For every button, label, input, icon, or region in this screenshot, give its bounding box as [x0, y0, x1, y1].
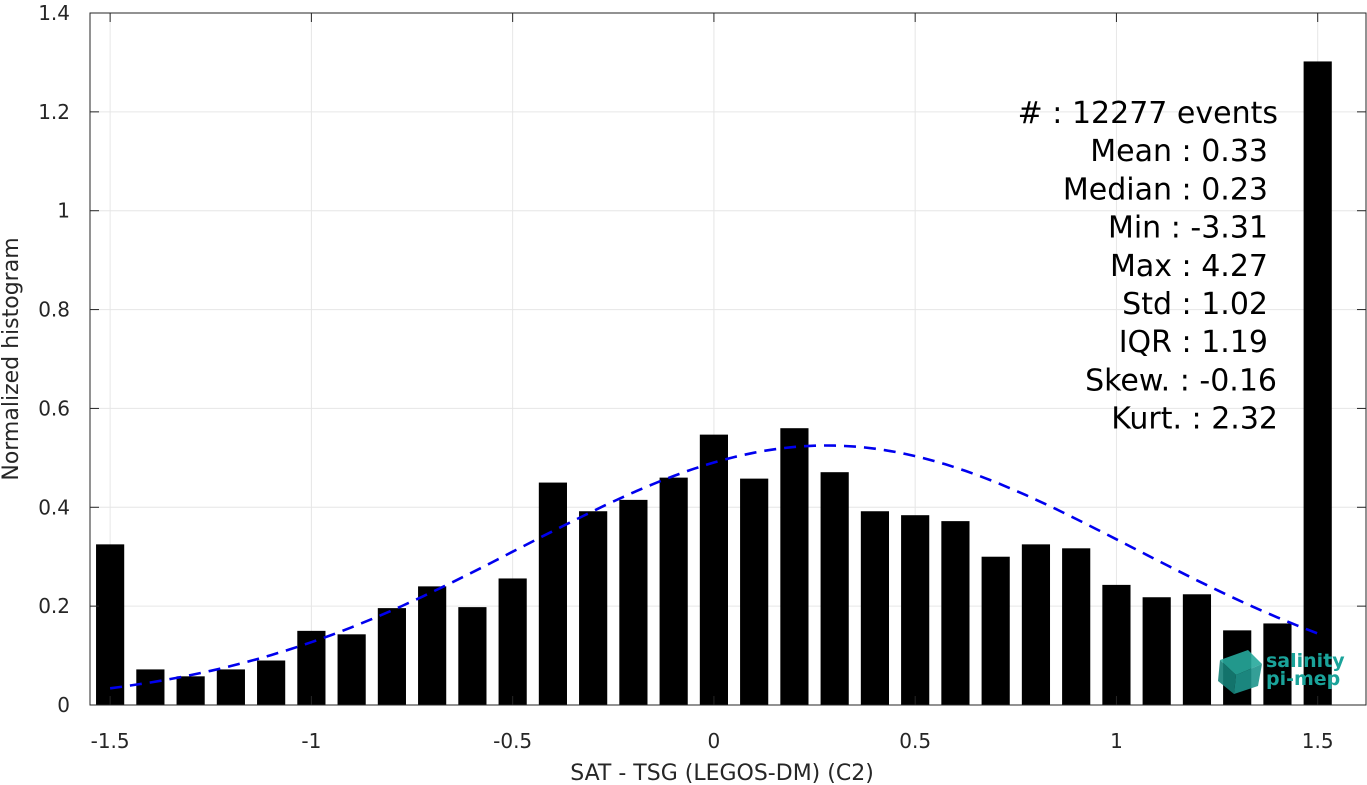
stats-line: Mean : 0.33 [1090, 134, 1268, 169]
histogram-bar [699, 434, 728, 705]
x-tick-label: 0.5 [899, 729, 931, 753]
y-tick-label: 0.4 [38, 495, 70, 519]
y-tick-label: 0.2 [38, 594, 70, 618]
histogram-bar [981, 556, 1010, 705]
y-tick-label: 1 [57, 199, 70, 223]
x-tick-label: 1 [1110, 729, 1123, 753]
fit-curve [109, 444, 1319, 690]
x-tick-label: 0 [708, 729, 721, 753]
y-tick-label: 1.4 [38, 1, 70, 25]
histogram-bar [901, 515, 930, 705]
histogram-bar [377, 608, 406, 705]
histogram-bar [941, 521, 970, 705]
histogram-bar [619, 499, 648, 705]
axis-ticks: 0 0.2 0.4 0.6 0.8 1 1.2 1.4 -1.5 -1 -0.5 0 0.5 1 1.5 [38, 1, 1366, 753]
histogram-bar [136, 669, 165, 705]
histogram-bar [96, 544, 125, 705]
histogram-bar [498, 578, 527, 705]
x-tick-label: -1 [301, 729, 321, 753]
histogram-bar [780, 428, 809, 705]
histogram-bar [538, 482, 567, 705]
histogram-bar [1062, 548, 1091, 705]
stats-line: Min : -3.31 [1108, 211, 1268, 246]
histogram-bar [1182, 594, 1212, 705]
x-tick-label: 1.5 [1302, 729, 1334, 753]
y-axis-label: Normalized histogram [0, 237, 24, 480]
x-tick-label: -1.5 [91, 729, 130, 753]
histogram-bar [820, 472, 849, 705]
stats-line: Kurt. : 2.32 [1111, 402, 1278, 437]
y-tick-label: 0.6 [38, 396, 70, 420]
histogram-bar [458, 607, 487, 705]
histogram-bar [1021, 544, 1051, 705]
histogram-bar [176, 676, 205, 705]
y-tick-label: 0 [57, 693, 70, 717]
histogram-bar [1263, 623, 1292, 705]
stats-line: IQR : 1.19 [1119, 325, 1268, 360]
histogram-bar [216, 669, 245, 705]
plot-frame [89, 12, 1367, 706]
histogram-bar [257, 660, 286, 705]
logo-cube-icon [1218, 650, 1262, 694]
x-tick-label: -0.5 [493, 729, 532, 753]
histogram-bar [740, 478, 769, 705]
stats-line: # : 12277 events [1018, 96, 1278, 131]
stats-line: Median : 0.23 [1063, 172, 1268, 207]
stats-line: Std : 1.02 [1122, 287, 1268, 322]
logo-line2: pi-mep [1266, 668, 1340, 690]
y-tick-label: 1.2 [38, 100, 70, 124]
histogram-bar [579, 511, 608, 705]
histogram-bar [1142, 597, 1171, 705]
histogram-bar [1102, 584, 1131, 705]
stats-line: Max : 4.27 [1110, 249, 1268, 284]
histogram-bar [418, 586, 447, 705]
stats-line: Skew. : -0.16 [1085, 363, 1277, 398]
logo: salinity pi-mep [1218, 650, 1345, 694]
logo-line1: salinity [1266, 650, 1345, 672]
histogram-bar [1303, 61, 1332, 705]
histogram-bar [659, 477, 688, 705]
bars [96, 61, 1332, 705]
y-tick-label: 0.8 [38, 298, 70, 322]
histogram-bar [337, 634, 366, 705]
x-axis-label: SAT - TSG (LEGOS-DM) (C2) [570, 761, 874, 785]
histogram-bar [860, 511, 890, 705]
